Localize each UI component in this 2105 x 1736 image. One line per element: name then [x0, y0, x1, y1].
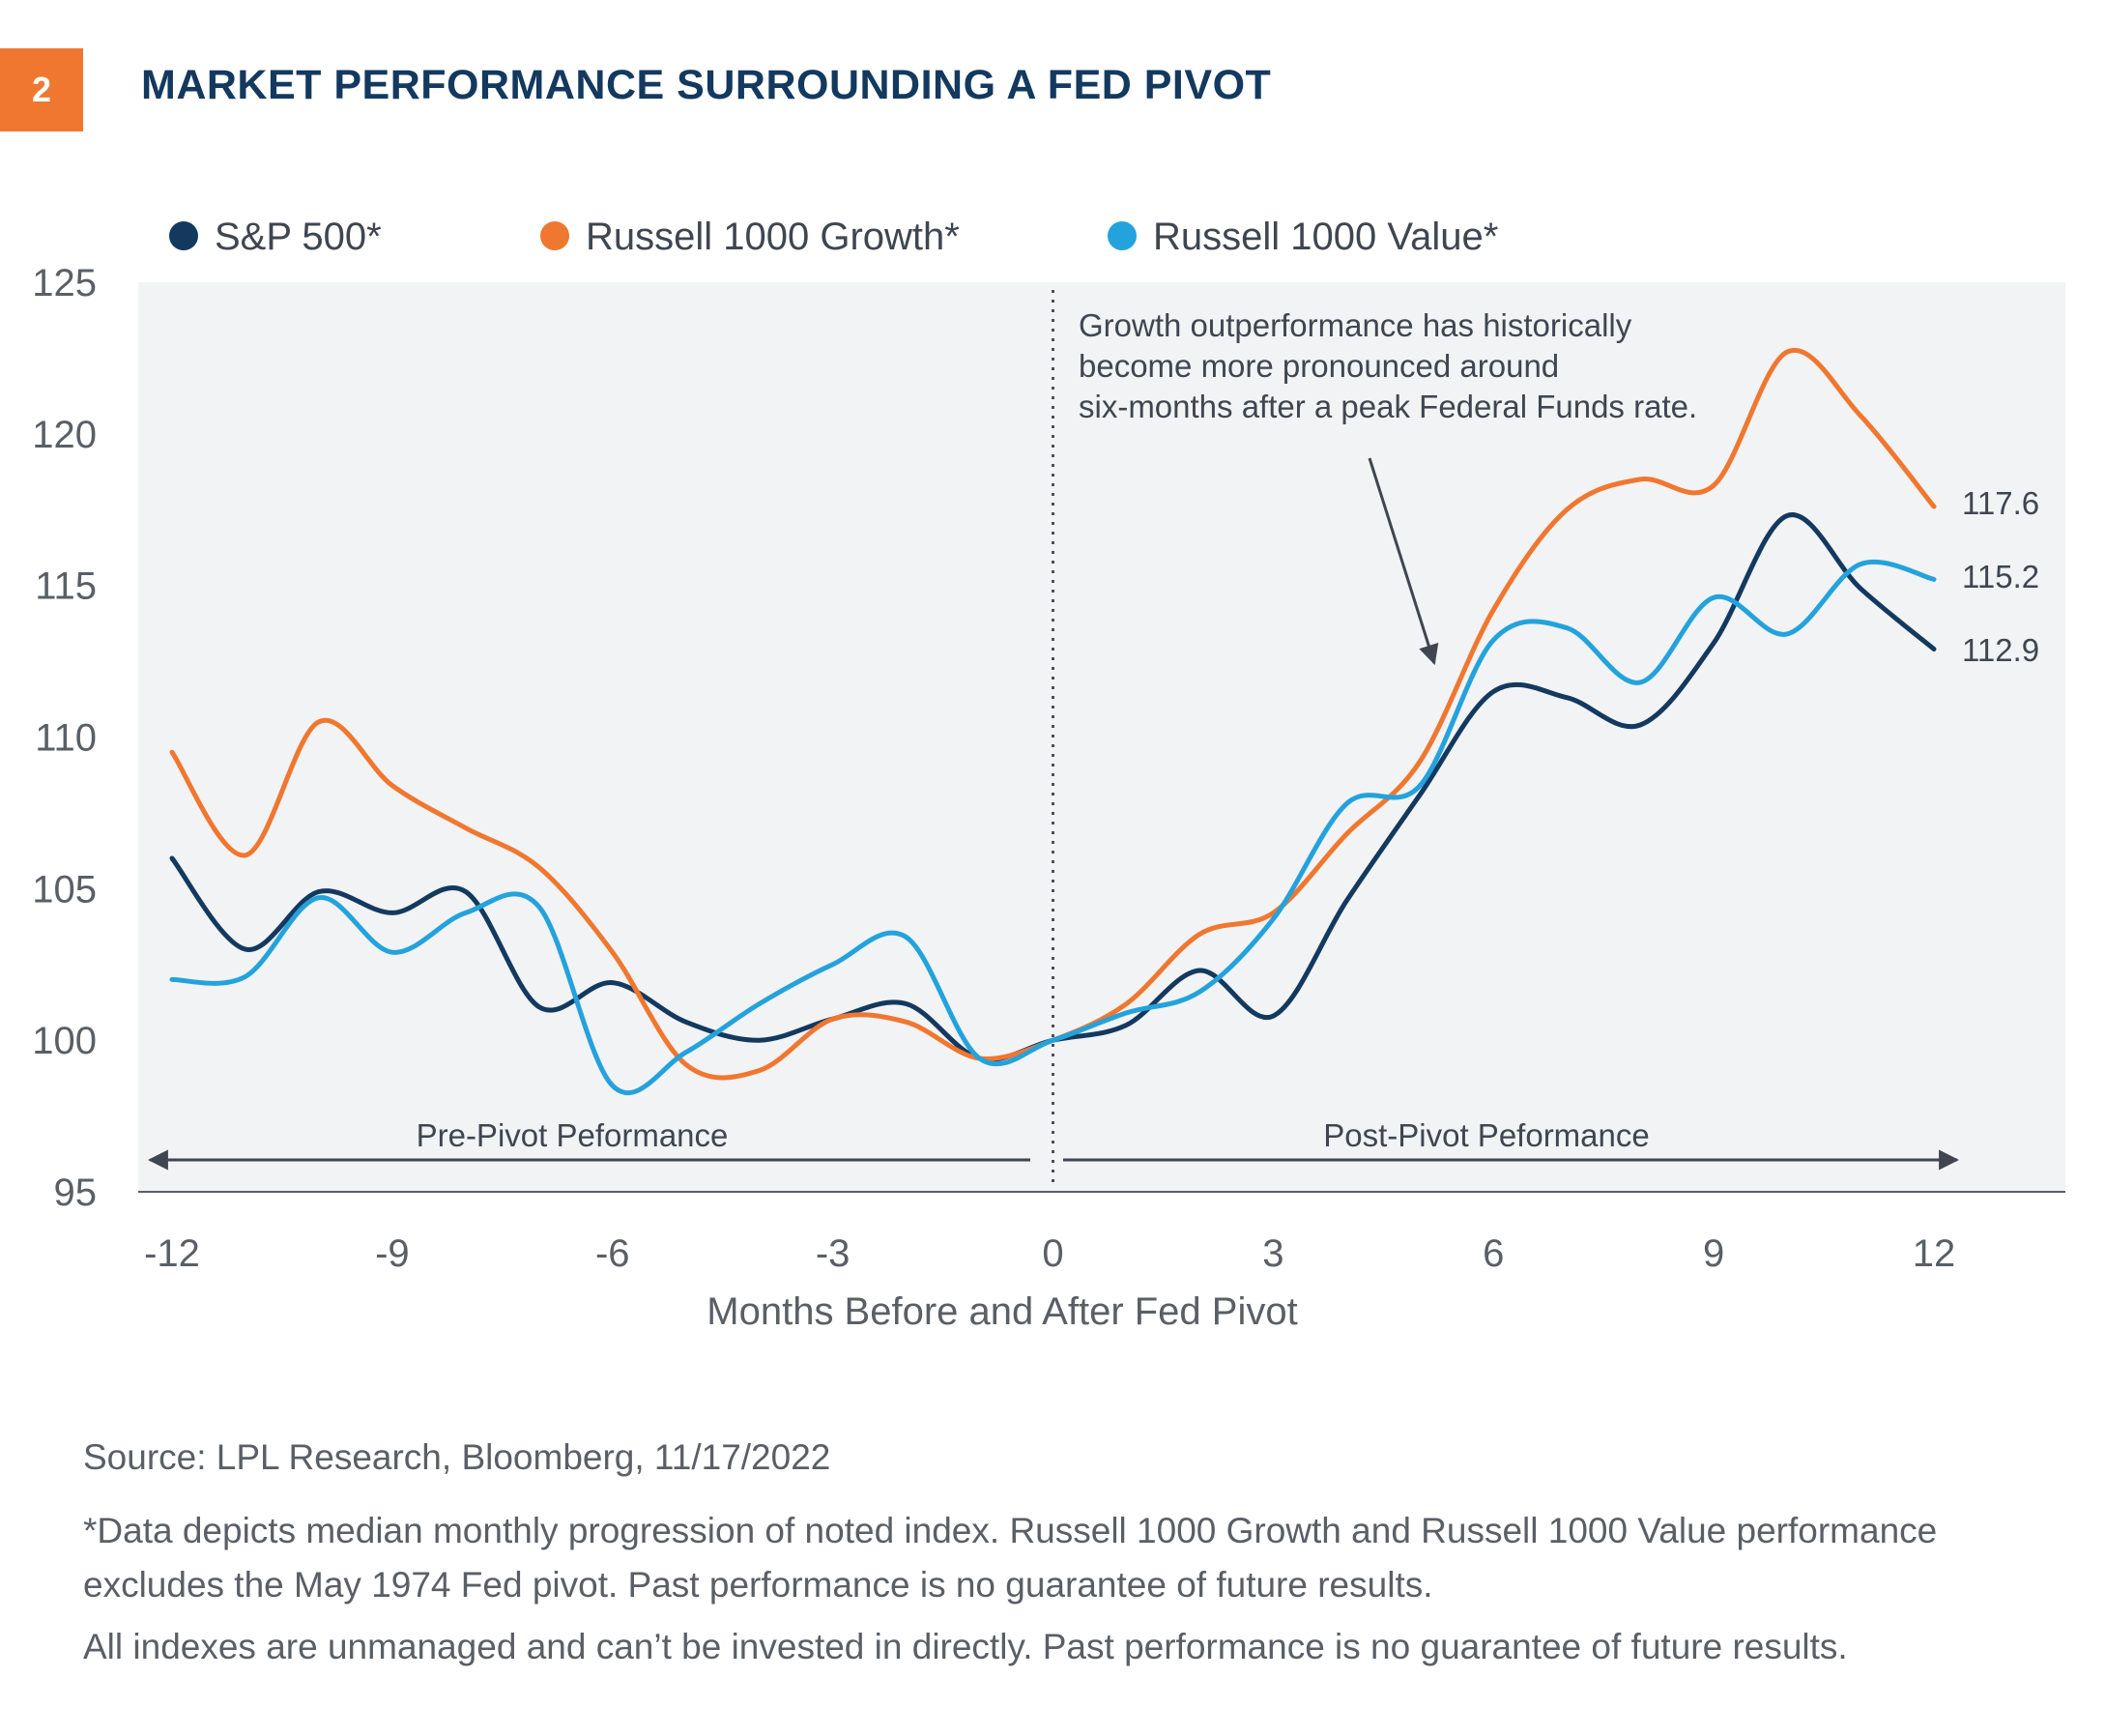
- y-tick-label: 100: [32, 1020, 97, 1062]
- x-tick-label: 3: [1262, 1232, 1283, 1275]
- series-line-russell-1000-value: [169, 559, 1937, 1095]
- x-tick-label: 6: [1483, 1232, 1504, 1275]
- legend-marker: [169, 221, 198, 250]
- chart-title: MARKET PERFORMANCE SURROUNDING A FED PIV…: [141, 62, 1272, 108]
- x-tick-label: -9: [375, 1232, 410, 1275]
- y-tick-label: 95: [54, 1172, 98, 1214]
- series-line-sp500: [169, 512, 1937, 1062]
- line-chart: 95 100 105 110 115 120 125 -12 -9 -6 -3 0 3 6 9 12 Mon…: [32, 216, 2065, 1333]
- x-tick-label: 9: [1703, 1232, 1724, 1275]
- end-value-label: 115.2: [1962, 559, 2039, 594]
- index-disclaimer: All indexes are unmanaged and can’t be i…: [83, 1627, 1848, 1666]
- data-disclaimer: *Data depicts median monthly progression…: [83, 1511, 1938, 1605]
- y-tick-label: 125: [32, 262, 97, 304]
- annotation-arrow: [1368, 457, 1439, 666]
- legend-marker: [1108, 221, 1137, 250]
- x-tick-label: -6: [595, 1232, 630, 1275]
- x-tick-label: 12: [1913, 1232, 1956, 1275]
- pre-pivot-label: Pre-Pivot Peformance: [417, 1117, 729, 1153]
- figure-number-badge: 2: [0, 48, 83, 131]
- y-tick-label: 120: [32, 414, 97, 456]
- legend-marker: [540, 221, 569, 250]
- legend-label: Russell 1000 Growth*: [586, 216, 960, 258]
- source-note: Source: LPL Research, Bloomberg, 11/17/2…: [83, 1437, 831, 1477]
- annotation-text: six-months after a peak Federal Funds ra…: [1079, 389, 1697, 424]
- y-tick-label: 105: [32, 868, 97, 911]
- post-pivot-label: Post-Pivot Peformance: [1323, 1117, 1649, 1153]
- y-tick-label: 110: [35, 717, 97, 760]
- legend-label: Russell 1000 Value*: [1153, 216, 1498, 258]
- x-tick-label: 0: [1042, 1232, 1063, 1275]
- x-axis-title: Months Before and After Fed Pivot: [706, 1290, 1297, 1333]
- x-tick-label: -12: [144, 1232, 200, 1275]
- y-tick-label: 115: [35, 565, 97, 608]
- annotation-text: Growth outperformance has historically: [1079, 307, 1632, 343]
- legend-label: S&P 500*: [215, 216, 382, 258]
- annotation-text: become more pronounced around: [1079, 348, 1559, 384]
- end-value-label: 112.9: [1962, 632, 2039, 668]
- end-value-label: 117.6: [1962, 485, 2039, 521]
- x-tick-label: -3: [816, 1232, 851, 1275]
- footnotes: Source: LPL Research, Bloomberg, 11/17/2…: [83, 1431, 2074, 1693]
